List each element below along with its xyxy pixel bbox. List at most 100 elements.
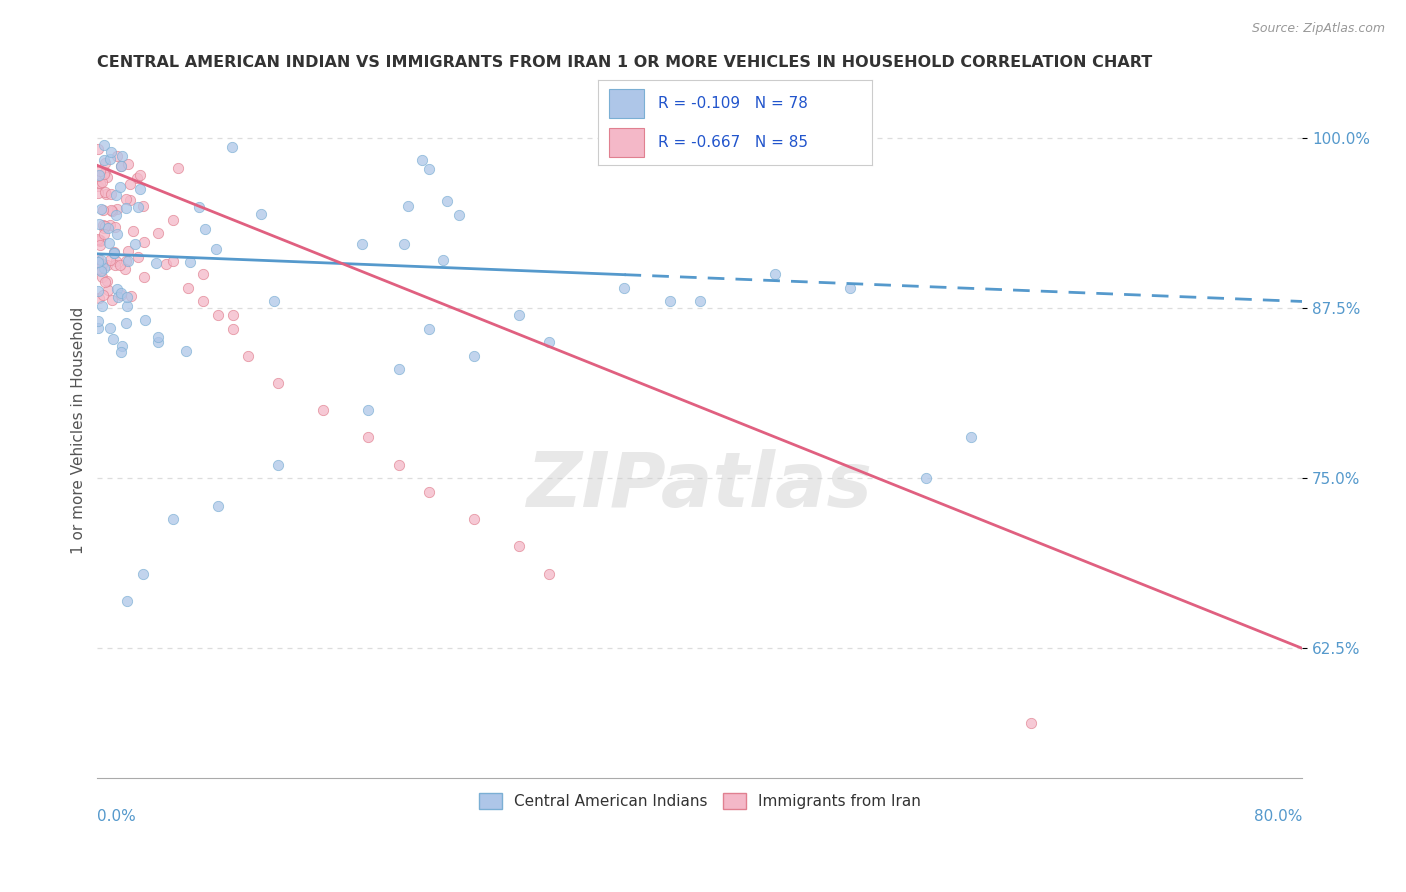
Point [114,201,136,215]
Point [118,177,141,191]
Point [117,289,139,303]
FancyBboxPatch shape [609,128,644,157]
Point [93,261,115,276]
Point [131,566,153,581]
Point [118,193,141,207]
Point [132,269,155,284]
Point [93,153,115,167]
Point [128,182,150,196]
Point [87,142,110,156]
Point [104,208,127,222]
Point [89,169,111,183]
Point [392,236,415,251]
Point [436,194,458,208]
Point [91,218,114,232]
Point [613,281,636,295]
Point [111,339,134,353]
Point [538,566,561,581]
Point [96,169,118,184]
Point [105,149,128,163]
Point [114,261,136,276]
Point [90,202,112,217]
Point [100,252,122,267]
Point [134,235,156,250]
Point [120,289,142,303]
Point [117,593,139,607]
Point [960,430,983,444]
Point [87,255,110,269]
Point [357,403,380,417]
Point [117,244,139,258]
Point [90,252,112,267]
Point [117,299,139,313]
Point [222,321,245,335]
Point [89,237,111,252]
Point [91,202,114,217]
Point [146,330,169,344]
Point [91,257,114,271]
Point [89,217,111,231]
Point [87,169,110,183]
Point [538,335,561,350]
Point [96,186,118,201]
Text: R = -0.109   N = 78: R = -0.109 N = 78 [658,95,807,111]
Point [103,245,125,260]
Point [1019,716,1042,731]
Point [103,246,125,260]
Point [263,293,285,308]
Point [87,179,110,194]
Point [105,202,128,216]
Point [110,159,132,173]
Point [115,316,138,330]
Point [207,308,229,322]
Point [87,232,110,246]
Point [839,281,862,295]
Point [221,140,243,154]
Point [97,283,120,297]
Point [131,199,153,213]
Point [508,308,530,322]
Legend: Central American Indians, Immigrants from Iran: Central American Indians, Immigrants fro… [472,787,927,815]
Point [207,499,229,513]
Point [162,512,184,526]
Point [267,458,290,472]
Point [127,250,149,264]
Point [447,208,470,222]
Point [107,290,129,304]
Point [155,257,177,271]
Point [117,157,139,171]
Point [104,258,127,272]
Point [96,274,118,288]
Point [94,186,117,200]
Point [204,243,226,257]
Point [94,156,117,170]
Point [187,200,209,214]
Point [104,219,127,234]
Point [93,137,115,152]
Point [174,344,197,359]
Point [94,219,117,233]
Point [396,199,419,213]
Point [91,175,114,189]
Point [97,235,120,250]
Point [87,252,110,266]
Point [463,349,485,363]
Point [90,262,112,277]
Point [236,349,259,363]
Point [689,294,711,309]
Point [191,294,214,309]
Point [98,152,121,166]
Point [87,291,110,305]
Point [508,539,530,553]
Point [87,284,110,298]
Point [162,212,184,227]
Text: CENTRAL AMERICAN INDIAN VS IMMIGRANTS FROM IRAN 1 OR MORE VEHICLES IN HOUSEHOLD : CENTRAL AMERICAN INDIAN VS IMMIGRANTS FR… [97,55,1153,70]
Text: Source: ZipAtlas.com: Source: ZipAtlas.com [1251,22,1385,36]
Point [115,193,138,207]
Point [122,224,145,238]
Point [105,227,128,241]
Point [91,270,114,285]
Text: ZIPatlas: ZIPatlas [527,450,873,524]
Point [914,471,936,485]
Point [177,281,200,295]
